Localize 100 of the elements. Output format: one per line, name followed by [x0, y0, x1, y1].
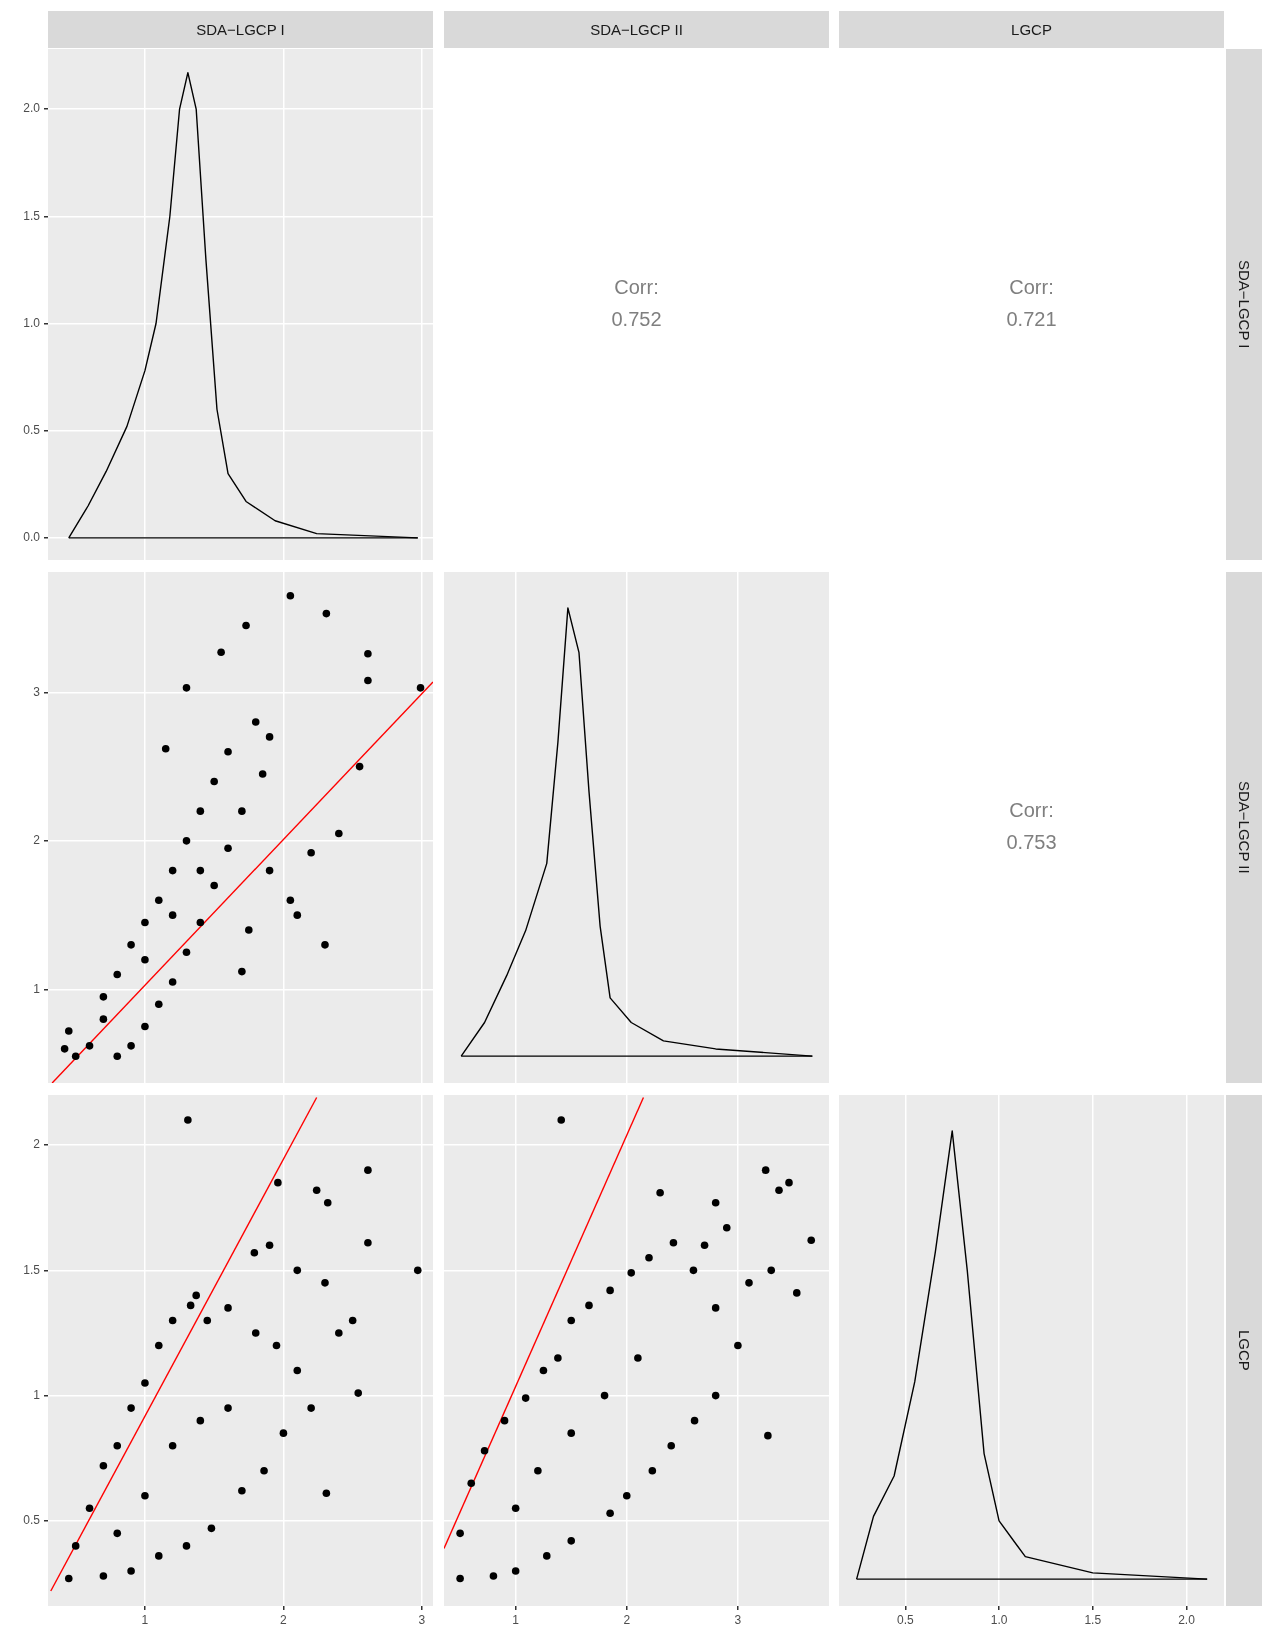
point [238, 807, 246, 815]
point [364, 1166, 372, 1174]
point [217, 648, 225, 657]
text: 0.753 [1006, 831, 1057, 854]
x-tick-label: 0.5 [897, 1612, 915, 1627]
point [210, 881, 218, 890]
point [734, 1341, 742, 1350]
point [182, 837, 191, 845]
point [168, 911, 177, 919]
point [689, 1266, 698, 1275]
point [761, 1166, 770, 1174]
point [567, 1429, 576, 1437]
point [500, 1416, 509, 1425]
text: LGCP [839, 11, 1224, 48]
point [785, 1178, 793, 1187]
y-tick-label: 0.0 [23, 530, 41, 545]
point [364, 649, 372, 658]
point [141, 918, 149, 927]
point [182, 1542, 191, 1550]
point [711, 1198, 720, 1207]
point [286, 896, 295, 905]
point [192, 1291, 200, 1300]
point [645, 1254, 653, 1262]
point [207, 1524, 216, 1533]
point [307, 848, 315, 857]
text: Corr: [614, 276, 659, 299]
point [622, 1491, 631, 1500]
point [322, 609, 331, 618]
point [99, 1572, 108, 1580]
point [364, 1238, 372, 1247]
point [154, 1552, 163, 1560]
point [168, 1316, 177, 1325]
point [99, 1015, 108, 1023]
y-tick-label: 1 [33, 1387, 41, 1402]
point [64, 1574, 73, 1583]
point [585, 1301, 593, 1310]
point [711, 1391, 720, 1400]
x-tick-label: 2 [623, 1612, 631, 1627]
point [293, 1266, 302, 1275]
point [64, 1027, 73, 1035]
point [511, 1504, 520, 1513]
point [456, 1574, 464, 1583]
y-tick-label: 3 [33, 684, 41, 699]
point [606, 1509, 614, 1518]
point [511, 1567, 520, 1575]
y-tick-label: 1.5 [23, 1262, 41, 1277]
point [265, 1241, 274, 1250]
point [322, 1489, 331, 1498]
point [245, 926, 253, 934]
point [196, 918, 205, 927]
point [154, 896, 163, 905]
point [293, 911, 302, 919]
point [210, 777, 218, 786]
point [99, 993, 108, 1001]
point [648, 1466, 657, 1475]
point [567, 1316, 576, 1325]
point [168, 1441, 177, 1450]
x-tick-label: 2 [280, 1612, 288, 1627]
point [274, 1178, 282, 1187]
point [456, 1529, 464, 1538]
point [489, 1572, 498, 1580]
point [764, 1431, 772, 1440]
point [141, 955, 149, 964]
y-tick-label: 2 [33, 1137, 41, 1152]
point [71, 1542, 80, 1550]
text: SDA−LGCP I [1226, 49, 1262, 560]
point [265, 866, 274, 875]
text: 0.752 [611, 308, 662, 331]
point [634, 1354, 642, 1362]
point [416, 684, 425, 692]
point [196, 1416, 205, 1425]
text: SDA−LGCP II [1226, 572, 1262, 1083]
text: SDA−LGCP II [444, 11, 829, 48]
point [196, 807, 205, 815]
point [196, 866, 205, 875]
point [690, 1416, 699, 1425]
point [364, 676, 372, 685]
y-tick-label: 1.5 [23, 208, 41, 223]
y-tick-label: 1 [33, 981, 41, 996]
point [113, 1441, 122, 1450]
point [534, 1466, 542, 1475]
point [258, 770, 267, 778]
x-tick-label: 1.0 [990, 1612, 1008, 1627]
x-tick-label: 2.0 [1178, 1612, 1196, 1627]
x-tick-label: 1.5 [1084, 1612, 1102, 1627]
point [141, 1022, 149, 1031]
point [224, 844, 232, 853]
point [539, 1366, 548, 1375]
point [203, 1316, 212, 1325]
point [161, 744, 170, 753]
point [775, 1186, 783, 1194]
point [60, 1045, 69, 1053]
point [113, 1052, 122, 1061]
y-tick-label: 1.0 [23, 315, 41, 330]
point [154, 1000, 163, 1009]
chart-title: SDA−LGCP I [48, 11, 433, 48]
point [669, 1238, 678, 1247]
point [312, 1186, 321, 1194]
point [745, 1279, 753, 1287]
x-tick-label: 1 [141, 1612, 149, 1627]
